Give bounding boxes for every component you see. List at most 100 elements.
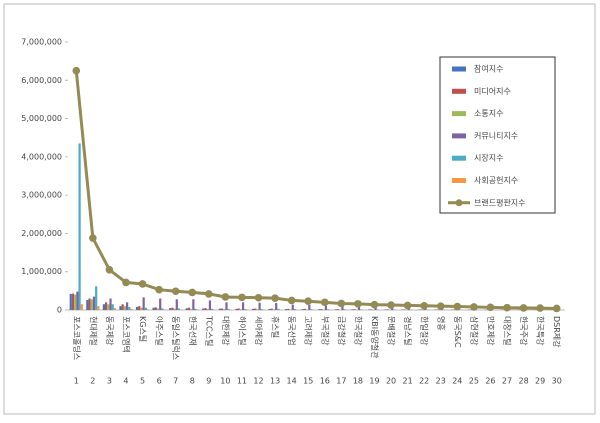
bar — [209, 300, 211, 310]
x-tick-label: KBI동양철관 — [370, 316, 380, 359]
bar — [228, 309, 230, 310]
bar — [360, 309, 362, 310]
x-tick-label: 동국산업 — [287, 316, 297, 345]
rank-label: 22 — [419, 377, 429, 386]
bar — [240, 309, 242, 310]
x-tick-label: 하이스틸 — [237, 316, 247, 345]
bar — [268, 309, 270, 310]
rank-label: 2 — [90, 377, 95, 386]
line-marker — [404, 302, 412, 310]
bar — [130, 309, 132, 310]
bar — [318, 309, 320, 310]
line-marker — [420, 302, 428, 310]
x-tick-label: 아주스틸 — [155, 316, 165, 345]
bar — [344, 309, 346, 310]
line-marker — [172, 287, 180, 295]
rank-label: 5 — [140, 377, 145, 386]
line-marker — [520, 304, 528, 312]
bar — [302, 309, 304, 310]
rank-label: 14 — [287, 377, 297, 386]
legend-label: 참여지수 — [474, 64, 503, 74]
bar — [211, 309, 213, 310]
bar — [403, 309, 405, 310]
rank-label: 27 — [502, 377, 512, 386]
bar — [186, 308, 188, 310]
legend-swatch — [452, 111, 466, 116]
y-tick-label: 2,000,000 — [21, 229, 62, 238]
bar — [225, 302, 227, 310]
bar — [128, 307, 130, 310]
bar — [97, 306, 99, 310]
rank-label: 25 — [469, 377, 479, 386]
legend-swatch — [456, 199, 463, 206]
bar — [275, 303, 277, 310]
rank-label: 3 — [107, 377, 112, 386]
bar — [310, 309, 312, 310]
y-tick-label: 7,000,000 — [21, 38, 62, 47]
line-marker — [271, 294, 279, 302]
rank-label: 9 — [206, 377, 211, 386]
bar — [147, 309, 149, 310]
bar — [370, 309, 372, 310]
bar — [261, 309, 263, 310]
bar — [157, 308, 159, 310]
x-tick-label: 한국주강 — [519, 316, 529, 346]
x-tick-label: 부국철강 — [320, 316, 330, 346]
x-tick-label: 대창스틸 — [503, 316, 513, 345]
x-tick-label: 한국선재 — [188, 316, 197, 345]
bar — [171, 308, 173, 310]
legend-swatch — [452, 156, 466, 161]
bar — [377, 309, 379, 310]
bar — [164, 309, 166, 310]
x-tick-label: 한일철강 — [420, 316, 430, 346]
line-marker — [304, 297, 312, 305]
line-marker — [503, 304, 511, 312]
rank-label: 15 — [303, 377, 313, 386]
line-marker — [89, 234, 97, 242]
legend-swatch — [452, 67, 466, 72]
bar — [235, 309, 237, 310]
x-tick-label: 대한제강 — [221, 316, 231, 346]
rank-label: 4 — [123, 377, 128, 386]
bar — [436, 309, 438, 310]
bar — [178, 308, 180, 310]
bar — [277, 309, 279, 310]
bar — [256, 309, 258, 310]
bar — [254, 309, 256, 310]
bar — [221, 308, 223, 310]
line-marker — [122, 279, 130, 287]
line-marker — [553, 305, 561, 313]
legend-label: 브랜드평판지수 — [474, 197, 526, 207]
rank-label: 6 — [157, 377, 162, 386]
bar — [192, 299, 194, 310]
legend-label: 시장지수 — [474, 153, 503, 163]
line-marker — [238, 294, 246, 302]
line-marker — [536, 304, 544, 312]
bar — [188, 308, 190, 310]
bar — [242, 302, 244, 310]
bar — [91, 299, 93, 310]
rank-label: 28 — [518, 377, 528, 386]
bar — [74, 295, 76, 310]
bar — [320, 309, 322, 310]
bar — [306, 309, 308, 310]
line-marker — [354, 300, 362, 308]
y-tick-label: 1,000,000 — [21, 267, 62, 276]
bar — [259, 303, 261, 310]
bar — [351, 309, 353, 310]
rank-label: 13 — [270, 377, 280, 386]
rank-label: 12 — [253, 377, 263, 386]
bar — [204, 308, 206, 310]
bar — [273, 309, 275, 310]
bar — [107, 304, 109, 310]
bar — [114, 308, 116, 310]
x-tick-label: 포스코엠텍 — [121, 316, 131, 353]
rank-label: 26 — [485, 377, 495, 386]
rank-label: 30 — [552, 377, 562, 386]
line-marker — [387, 301, 395, 309]
rank-label: 21 — [403, 377, 413, 386]
bar — [353, 309, 355, 310]
line-marker — [454, 303, 462, 311]
bar — [194, 309, 196, 310]
